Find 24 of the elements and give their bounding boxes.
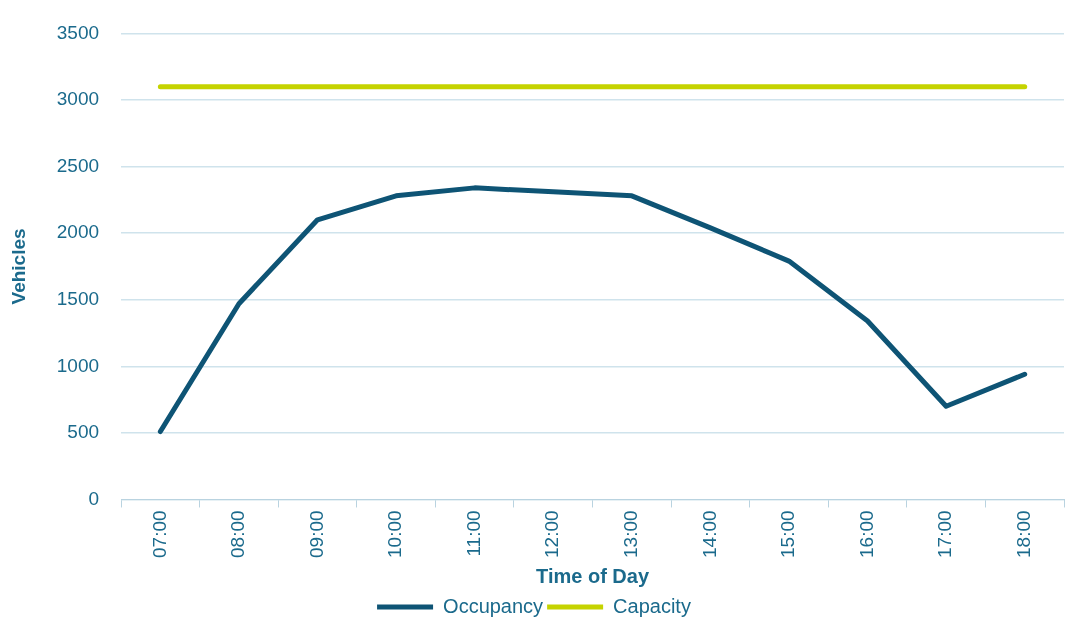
x-tick-label: 15:00: [777, 510, 799, 558]
y-tick-label: 1500: [56, 287, 100, 309]
x-tick-label: 10:00: [384, 510, 406, 558]
y-tick-label: 1000: [56, 354, 100, 376]
y-tick-label: 3500: [56, 21, 100, 43]
x-tick-label: 16:00: [855, 510, 877, 558]
y-tick-label: 500: [67, 421, 100, 443]
y-tick-label: 2500: [56, 154, 100, 176]
y-tick-label: 3000: [56, 88, 100, 110]
x-tick-label: 07:00: [148, 510, 170, 558]
x-tick-label: 11:00: [462, 510, 484, 557]
x-tick-label: 14:00: [698, 510, 720, 558]
x-tick-label: 08:00: [227, 510, 249, 558]
y-tick-label: 0: [88, 487, 100, 509]
x-tick-label: 09:00: [305, 510, 327, 558]
x-tick-label: 17:00: [934, 510, 956, 558]
legend-label: Occupancy: [443, 594, 544, 617]
legend-label: Capacity: [613, 594, 691, 617]
y-axis-title: Vehicles: [7, 228, 29, 305]
y-tick-label: 2000: [56, 221, 100, 243]
x-axis-title: Time of Day: [536, 564, 650, 587]
x-tick-label: 12:00: [541, 510, 563, 558]
x-tick-label: 13:00: [620, 510, 642, 558]
x-tick-label: 18:00: [1012, 510, 1034, 558]
